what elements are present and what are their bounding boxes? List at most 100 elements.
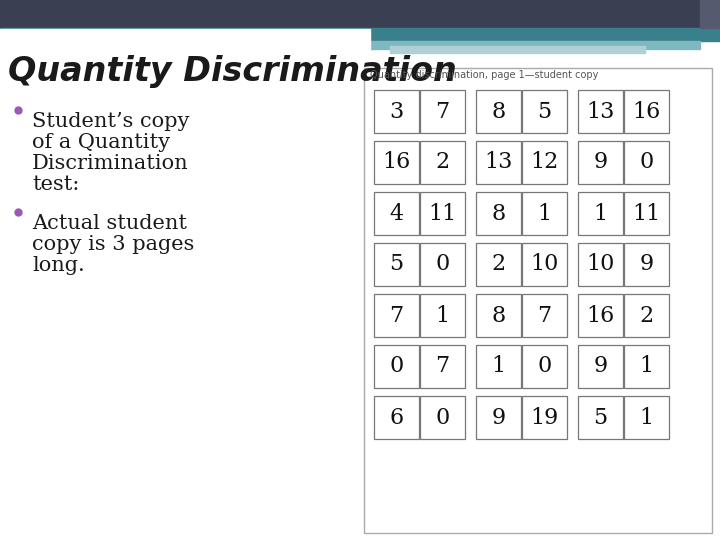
Bar bbox=[578, 90, 623, 133]
Bar bbox=[476, 294, 521, 337]
Bar bbox=[0, 29, 370, 49]
Text: 7: 7 bbox=[436, 100, 449, 123]
Text: Discrimination: Discrimination bbox=[32, 154, 189, 173]
Bar bbox=[624, 243, 669, 286]
Text: 12: 12 bbox=[531, 152, 559, 173]
Bar bbox=[374, 141, 419, 184]
Bar bbox=[624, 345, 669, 388]
Text: 9: 9 bbox=[593, 355, 608, 377]
Bar bbox=[476, 141, 521, 184]
Bar bbox=[522, 192, 567, 235]
Text: 7: 7 bbox=[537, 305, 552, 327]
Bar bbox=[522, 243, 567, 286]
Bar bbox=[700, 0, 720, 28]
Text: 0: 0 bbox=[639, 152, 654, 173]
Bar bbox=[578, 243, 623, 286]
Bar bbox=[522, 396, 567, 439]
Text: 0: 0 bbox=[436, 407, 449, 429]
Bar bbox=[522, 141, 567, 184]
Text: 11: 11 bbox=[428, 202, 456, 225]
Text: 13: 13 bbox=[485, 152, 513, 173]
Bar bbox=[476, 192, 521, 235]
Text: 10: 10 bbox=[586, 253, 615, 275]
Text: 1: 1 bbox=[537, 202, 552, 225]
Text: 5: 5 bbox=[593, 407, 608, 429]
Bar bbox=[578, 294, 623, 337]
Text: Actual student: Actual student bbox=[32, 214, 187, 233]
Bar bbox=[364, 68, 712, 533]
Bar bbox=[420, 141, 465, 184]
Bar bbox=[0, 28, 720, 41]
Text: 8: 8 bbox=[491, 305, 505, 327]
Text: 6: 6 bbox=[390, 407, 404, 429]
Text: 5: 5 bbox=[537, 100, 552, 123]
Bar bbox=[370, 41, 700, 49]
Text: 0: 0 bbox=[436, 253, 449, 275]
Text: 9: 9 bbox=[593, 152, 608, 173]
Text: 10: 10 bbox=[531, 253, 559, 275]
Text: 8: 8 bbox=[491, 202, 505, 225]
Bar bbox=[374, 396, 419, 439]
Text: 16: 16 bbox=[632, 100, 661, 123]
Text: 16: 16 bbox=[586, 305, 615, 327]
Text: 19: 19 bbox=[531, 407, 559, 429]
Bar bbox=[476, 90, 521, 133]
Text: 16: 16 bbox=[382, 152, 410, 173]
Text: 3: 3 bbox=[390, 100, 404, 123]
Bar bbox=[578, 192, 623, 235]
Text: 8: 8 bbox=[491, 100, 505, 123]
Text: 2: 2 bbox=[639, 305, 654, 327]
Text: Quantity Discrimination: Quantity Discrimination bbox=[8, 55, 456, 88]
Text: 11: 11 bbox=[632, 202, 661, 225]
Text: 5: 5 bbox=[390, 253, 404, 275]
Bar bbox=[624, 294, 669, 337]
Bar bbox=[374, 345, 419, 388]
Bar bbox=[374, 243, 419, 286]
Bar bbox=[624, 192, 669, 235]
Bar bbox=[374, 192, 419, 235]
Bar bbox=[476, 396, 521, 439]
Text: 4: 4 bbox=[390, 202, 404, 225]
Bar bbox=[624, 141, 669, 184]
Bar bbox=[420, 243, 465, 286]
Text: 9: 9 bbox=[492, 407, 505, 429]
Bar bbox=[476, 345, 521, 388]
Text: 9: 9 bbox=[639, 253, 654, 275]
Bar bbox=[578, 141, 623, 184]
Bar bbox=[390, 46, 645, 53]
Bar bbox=[420, 294, 465, 337]
Text: 0: 0 bbox=[390, 355, 404, 377]
Bar bbox=[420, 192, 465, 235]
Bar bbox=[522, 294, 567, 337]
Text: long.: long. bbox=[32, 256, 85, 275]
Text: copy is 3 pages: copy is 3 pages bbox=[32, 235, 194, 254]
Text: 2: 2 bbox=[436, 152, 449, 173]
Text: 1: 1 bbox=[436, 305, 449, 327]
Text: Student’s copy: Student’s copy bbox=[32, 112, 189, 131]
Bar bbox=[476, 243, 521, 286]
Text: of a Quantity: of a Quantity bbox=[32, 133, 170, 152]
Text: 1: 1 bbox=[492, 355, 505, 377]
Text: 1: 1 bbox=[639, 355, 654, 377]
Bar bbox=[420, 90, 465, 133]
Bar bbox=[624, 396, 669, 439]
Bar bbox=[420, 345, 465, 388]
Bar bbox=[0, 0, 720, 28]
Bar bbox=[522, 90, 567, 133]
Text: 1: 1 bbox=[593, 202, 608, 225]
Text: test:: test: bbox=[32, 175, 79, 194]
Text: 2: 2 bbox=[492, 253, 505, 275]
Text: 1: 1 bbox=[639, 407, 654, 429]
Bar bbox=[420, 396, 465, 439]
Bar bbox=[578, 396, 623, 439]
Text: Quantity discrimination, page 1—student copy: Quantity discrimination, page 1—student … bbox=[370, 70, 598, 80]
Bar bbox=[374, 90, 419, 133]
Text: 7: 7 bbox=[390, 305, 404, 327]
Text: 13: 13 bbox=[586, 100, 615, 123]
Bar bbox=[624, 90, 669, 133]
Text: 7: 7 bbox=[436, 355, 449, 377]
Bar bbox=[374, 294, 419, 337]
Bar bbox=[578, 345, 623, 388]
Bar bbox=[522, 345, 567, 388]
Text: 0: 0 bbox=[537, 355, 552, 377]
